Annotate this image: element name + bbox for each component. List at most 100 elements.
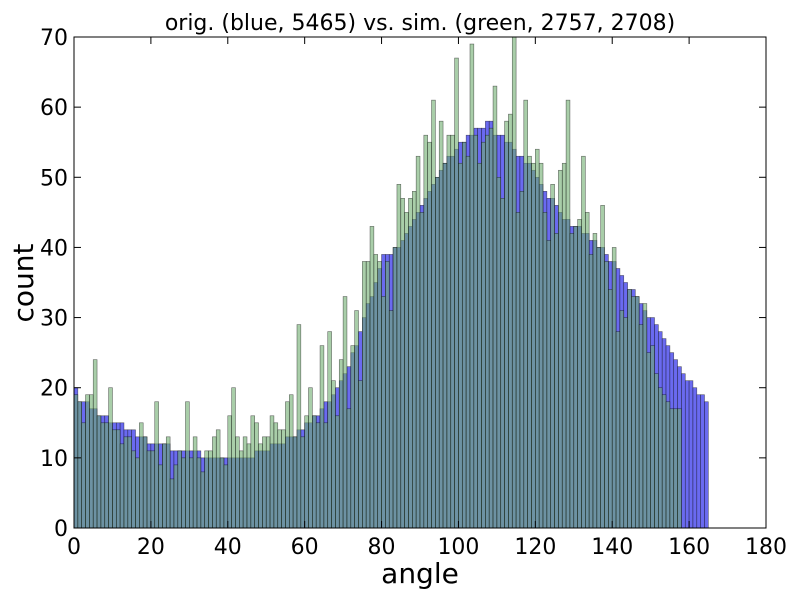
green-bar	[458, 162, 463, 529]
green-bar	[377, 261, 382, 529]
green-bar	[342, 296, 348, 529]
green-bar	[285, 401, 290, 529]
x-tick-label: 0	[67, 535, 81, 560]
green-bar	[338, 359, 344, 529]
green-bar	[531, 162, 536, 529]
y-tick-label: 30	[40, 307, 68, 332]
green-bar	[438, 120, 444, 529]
x-tick-label: 60	[291, 535, 319, 560]
green-bar	[496, 176, 502, 529]
green-bar	[362, 261, 367, 529]
y-tick-label: 0	[54, 517, 68, 542]
chart-title: orig. (blue, 5465) vs. sim. (green, 2757…	[165, 11, 675, 36]
green-bar	[200, 471, 206, 529]
green-bar	[162, 443, 167, 529]
green-bar	[242, 436, 248, 529]
x-tick-label: 20	[137, 535, 165, 560]
blue-bar	[696, 394, 701, 529]
green-bar	[215, 429, 221, 529]
blue-bar	[692, 387, 698, 529]
green-bar	[619, 310, 625, 529]
y-tick-label: 60	[40, 96, 68, 121]
green-bar	[500, 198, 505, 529]
green-bar	[419, 212, 425, 529]
blue-bar	[704, 401, 709, 529]
green-bar	[600, 205, 605, 529]
y-tick-label: 10	[40, 447, 68, 472]
green-bar	[604, 261, 609, 529]
green-bar	[373, 254, 379, 529]
green-bar	[588, 254, 594, 529]
green-bar	[173, 464, 179, 529]
green-bar	[577, 219, 582, 529]
green-bar	[608, 289, 613, 529]
blue-bar	[688, 380, 694, 529]
green-bar	[665, 401, 671, 529]
green-bar	[89, 394, 94, 529]
green-bar	[331, 380, 336, 529]
green-bar	[108, 387, 113, 529]
green-bar	[627, 289, 632, 529]
green-bar	[150, 450, 156, 529]
green-bar	[85, 394, 90, 529]
green-bar	[565, 99, 571, 529]
green-bar	[112, 429, 117, 529]
green-bar	[292, 436, 298, 529]
green-bar	[661, 394, 667, 529]
green-bar	[281, 429, 286, 529]
green-bar	[135, 457, 140, 529]
green-bar	[596, 247, 601, 529]
green-bar	[219, 457, 225, 529]
green-bar	[304, 415, 309, 529]
green-bar	[642, 303, 648, 529]
green-bar	[673, 408, 678, 529]
x-tick-label: 80	[368, 535, 396, 560]
green-bar	[634, 296, 640, 529]
green-bar	[415, 155, 421, 529]
green-bar	[327, 331, 332, 529]
green-bar	[469, 43, 475, 529]
green-bar	[435, 176, 440, 529]
green-bar	[192, 436, 198, 529]
green-bar	[658, 387, 663, 529]
green-bar	[519, 191, 525, 529]
green-bar	[262, 436, 267, 529]
green-bar	[488, 127, 494, 529]
green-bar	[77, 401, 82, 529]
green-bar	[515, 212, 521, 529]
green-bar	[404, 212, 409, 529]
green-bar	[654, 373, 659, 529]
green-bar	[546, 240, 552, 529]
green-bar	[465, 155, 471, 529]
green-bar	[365, 261, 371, 529]
green-bar	[431, 99, 436, 529]
green-bar	[119, 443, 125, 529]
green-bar	[412, 191, 417, 529]
green-bar	[196, 457, 202, 529]
green-bar	[388, 310, 394, 529]
green-bar	[442, 162, 448, 529]
green-bar	[223, 464, 229, 529]
green-bar	[446, 134, 452, 529]
green-bar	[346, 408, 352, 529]
green-bar	[254, 422, 259, 529]
y-axis-label: count	[7, 243, 40, 322]
green-bar	[408, 198, 413, 529]
y-tick-label: 50	[40, 166, 68, 191]
green-bar	[492, 85, 498, 529]
green-bar	[185, 401, 190, 529]
green-bar	[296, 324, 302, 529]
green-bar	[246, 443, 252, 529]
green-bar	[177, 450, 182, 529]
green-bar	[511, 36, 517, 529]
green-bar	[277, 429, 282, 529]
green-bar	[288, 394, 294, 529]
green-bar	[231, 387, 236, 529]
y-axis-ticks: 0 10 20 30 40 50 60 70	[40, 26, 766, 542]
x-tick-label: 120	[514, 535, 556, 560]
green-bar	[611, 247, 617, 529]
green-bar	[235, 436, 240, 529]
green-bar	[335, 415, 340, 529]
green-bar	[481, 141, 486, 529]
green-bar	[650, 345, 655, 529]
